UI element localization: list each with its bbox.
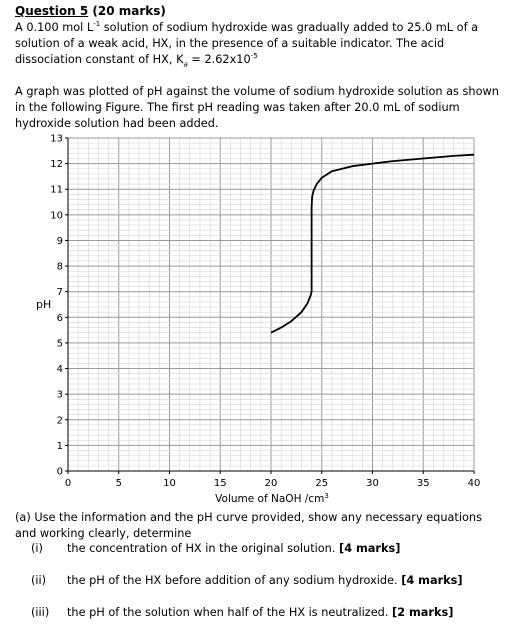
- y-tick-label: 2: [57, 415, 63, 426]
- intro-text-2: solution of sodium hydroxide was gradual…: [15, 21, 479, 66]
- x-tick-label: 0: [65, 478, 71, 489]
- y-tick-label: 10: [50, 210, 63, 221]
- item-body: the pH of the solution when half of the …: [67, 606, 393, 619]
- x-tick-label: 35: [417, 478, 430, 489]
- titration-curve: [270, 153, 475, 334]
- item-number: (ii): [31, 574, 47, 587]
- y-tick-label: 1: [57, 441, 63, 452]
- item-number: (iii): [31, 606, 50, 619]
- ka-subscript: a: [183, 60, 188, 69]
- question-heading: Question 5 (20 marks): [15, 4, 166, 18]
- item-marks: [4 marks]: [339, 542, 401, 555]
- x-tick-label: 20: [265, 478, 278, 489]
- item-body: the pH of the HX before addition of any …: [67, 574, 402, 587]
- question-number: Question 5: [15, 4, 89, 18]
- intro-paragraph: A 0.100 mol L-1 solution of sodium hydro…: [15, 20, 500, 68]
- x-tick-label: 40: [468, 478, 481, 489]
- item-number: (i): [31, 542, 43, 555]
- question-marks: (20 marks): [88, 4, 166, 18]
- y-tick-label: 6: [57, 313, 63, 324]
- chart-grid: [67, 137, 475, 472]
- y-tick-label: 4: [57, 364, 63, 375]
- x-tick-label: 15: [214, 478, 227, 489]
- y-tick-label: 9: [57, 236, 63, 247]
- x-tick-label: 25: [315, 478, 328, 489]
- x-axis-label: Volume of NaOH /cm3: [215, 492, 329, 505]
- graph-description: A graph was plotted of pH against the vo…: [15, 85, 499, 130]
- y-tick-label: 12: [50, 159, 63, 170]
- item-text: the pH of the solution when half of the …: [67, 606, 453, 619]
- item-body: the concentration of HX in the original …: [67, 542, 340, 555]
- part-a-text: (a) Use the information and the pH curve…: [15, 511, 482, 540]
- item-marks: [4 marks]: [401, 574, 463, 587]
- item-text: the pH of the HX before addition of any …: [67, 574, 463, 587]
- ka-exponent: -5: [250, 52, 258, 61]
- x-tick-label: 10: [163, 478, 176, 489]
- chart-curve-group: [270, 153, 475, 334]
- y-tick-label: 7: [57, 287, 63, 298]
- y-tick-label: 13: [50, 134, 63, 145]
- intro-text-1: A 0.100 mol L: [15, 21, 94, 34]
- item-text: the concentration of HX in the original …: [67, 542, 400, 555]
- x-tick-label: 5: [116, 478, 122, 489]
- x-tick-label: 30: [366, 478, 379, 489]
- y-tick-label: 0: [57, 467, 63, 478]
- y-axis-label: pH: [36, 298, 51, 311]
- item-marks: [2 marks]: [392, 606, 454, 619]
- y-tick-label: 3: [57, 390, 63, 401]
- y-tick-label: 8: [57, 262, 63, 273]
- y-tick-label: 11: [50, 185, 63, 196]
- y-tick-label: 5: [57, 338, 63, 349]
- intro-text-3: = 2.62x10: [187, 53, 251, 66]
- intro-unit-exponent: -1: [93, 20, 101, 29]
- x-axis-label-text: Volume of NaOH /cm: [215, 493, 324, 505]
- x-axis-label-exponent: 3: [324, 492, 328, 500]
